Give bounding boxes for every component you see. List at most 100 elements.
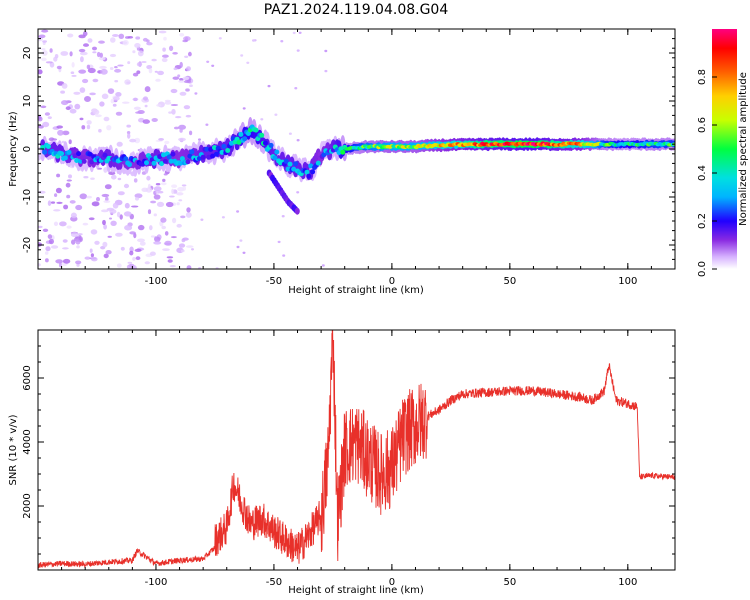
spectrogram-y-axis: -20 -10 0 10 20 — [22, 28, 675, 270]
heatmap-speckle — [68, 174, 72, 179]
heatmap-ridge-cell — [245, 131, 251, 136]
heatmap-speckle — [120, 246, 125, 251]
heatmap-speckle — [151, 58, 157, 62]
colorbar-tick-label: 0.4 — [697, 165, 708, 181]
x-tick-label: 0 — [389, 276, 395, 287]
heatmap-speckle — [146, 65, 153, 70]
heatmap-ridge-cell — [45, 144, 51, 149]
heatmap-speckle — [86, 195, 92, 199]
heatmap-speckle — [164, 140, 170, 145]
x-tick-label: 50 — [503, 577, 516, 588]
heatmap-speckle — [146, 42, 153, 46]
heatmap-speckle — [324, 69, 328, 73]
heatmap-speckle — [51, 245, 59, 249]
heatmap-speckle — [182, 186, 186, 191]
heatmap-speckle — [75, 204, 83, 211]
heatmap-speckle — [141, 187, 149, 192]
heatmap-speckle — [155, 183, 161, 186]
heatmap-ridge-cell — [170, 151, 176, 157]
heatmap-speckle — [136, 62, 143, 67]
heatmap-ridge-cell — [253, 127, 259, 133]
heatmap-speckle — [102, 241, 108, 248]
heatmap-speckle — [53, 209, 61, 212]
heatmap-speckle — [66, 179, 73, 182]
heatmap-speckle — [132, 72, 139, 77]
heatmap-speckle — [90, 177, 95, 180]
heatmap-speckle — [181, 238, 186, 243]
heatmap-ridge-cell — [87, 151, 93, 157]
heatmap-speckle — [41, 29, 49, 33]
heatmap-speckle — [236, 210, 240, 213]
heatmap-speckle — [105, 250, 112, 255]
heatmap-speckle — [62, 258, 71, 264]
heatmap-speckle — [48, 238, 55, 245]
heatmap-ridge-cell — [161, 152, 166, 158]
heatmap-speckle — [103, 224, 107, 230]
heatmap-speckle — [178, 243, 186, 248]
heatmap-speckle — [38, 34, 46, 39]
heatmap-ridge-cell — [285, 166, 291, 172]
heatmap-speckle — [69, 108, 77, 114]
y-tick-label: 6000 — [22, 365, 33, 390]
heatmap-speckle — [114, 80, 119, 83]
heatmap-speckle — [148, 68, 153, 74]
heatmap-speckle — [144, 104, 148, 108]
heatmap-speckle — [172, 217, 177, 224]
x-tick-label: 100 — [618, 577, 637, 588]
heatmap-speckle — [109, 67, 114, 70]
heatmap-ridge-cell — [185, 159, 191, 165]
spectrogram-x-axis: -100 -50 0 50 100 — [37, 29, 676, 287]
heatmap-speckle — [131, 205, 139, 208]
heatmap-speckle — [111, 174, 117, 180]
y-tick-label: 20 — [22, 47, 33, 60]
heatmap-speckle — [77, 233, 83, 236]
heatmap-speckle — [179, 91, 187, 96]
heatmap-speckle — [179, 128, 183, 133]
heatmap-speckle — [172, 52, 178, 55]
heatmap-speckle — [298, 31, 302, 34]
heatmap-speckle — [84, 96, 91, 102]
heatmap-speckle — [176, 192, 184, 196]
heatmap-ridge-cell — [127, 162, 132, 168]
x-tick-label: -50 — [266, 276, 282, 287]
heatmap-speckle — [169, 265, 176, 268]
heatmap-speckle — [180, 215, 186, 219]
heatmap-speckle — [56, 65, 62, 70]
heatmap-speckle — [79, 51, 88, 56]
heatmap-speckle — [94, 240, 100, 245]
heatmap-ridge-cell — [179, 156, 185, 162]
heatmap-speckle — [116, 141, 123, 147]
heatmap-speckle — [153, 186, 162, 192]
heatmap-speckle — [82, 31, 88, 37]
heatmap-speckle — [45, 258, 49, 263]
heatmap-speckle — [78, 69, 87, 74]
heatmap-speckle — [113, 96, 120, 101]
heatmap-speckle — [141, 61, 147, 63]
heatmap-speckle — [189, 130, 193, 136]
heatmap-speckle — [142, 119, 150, 124]
heatmap-speckle — [83, 176, 89, 179]
heatmap-speckle — [116, 211, 121, 218]
heatmap-speckle — [66, 225, 72, 229]
y-tick-label: -10 — [22, 189, 33, 205]
heatmap-speckle — [44, 251, 49, 255]
heatmap-speckle — [324, 49, 328, 53]
heatmap-speckle — [54, 193, 58, 198]
heatmap-ridge-cell — [208, 146, 214, 152]
heatmap-ridge-cell — [304, 169, 310, 175]
heatmap-ridge-cell — [283, 158, 289, 164]
heatmap-speckle — [149, 251, 156, 256]
heatmap-speckle — [135, 111, 142, 114]
heatmap-speckle — [277, 240, 281, 244]
heatmap-ridge-cell — [221, 143, 227, 149]
heatmap-ridge-cell — [72, 153, 78, 159]
heatmap-speckle — [119, 214, 123, 220]
heatmap-ridge-cell — [159, 161, 165, 167]
snr-frame — [37, 329, 676, 571]
heatmap-speckle — [110, 37, 116, 43]
heatmap-ridge-cell — [151, 160, 157, 166]
heatmap-speckle — [38, 225, 43, 229]
heatmap-speckle — [132, 50, 136, 54]
heatmap-speckle — [154, 236, 158, 241]
